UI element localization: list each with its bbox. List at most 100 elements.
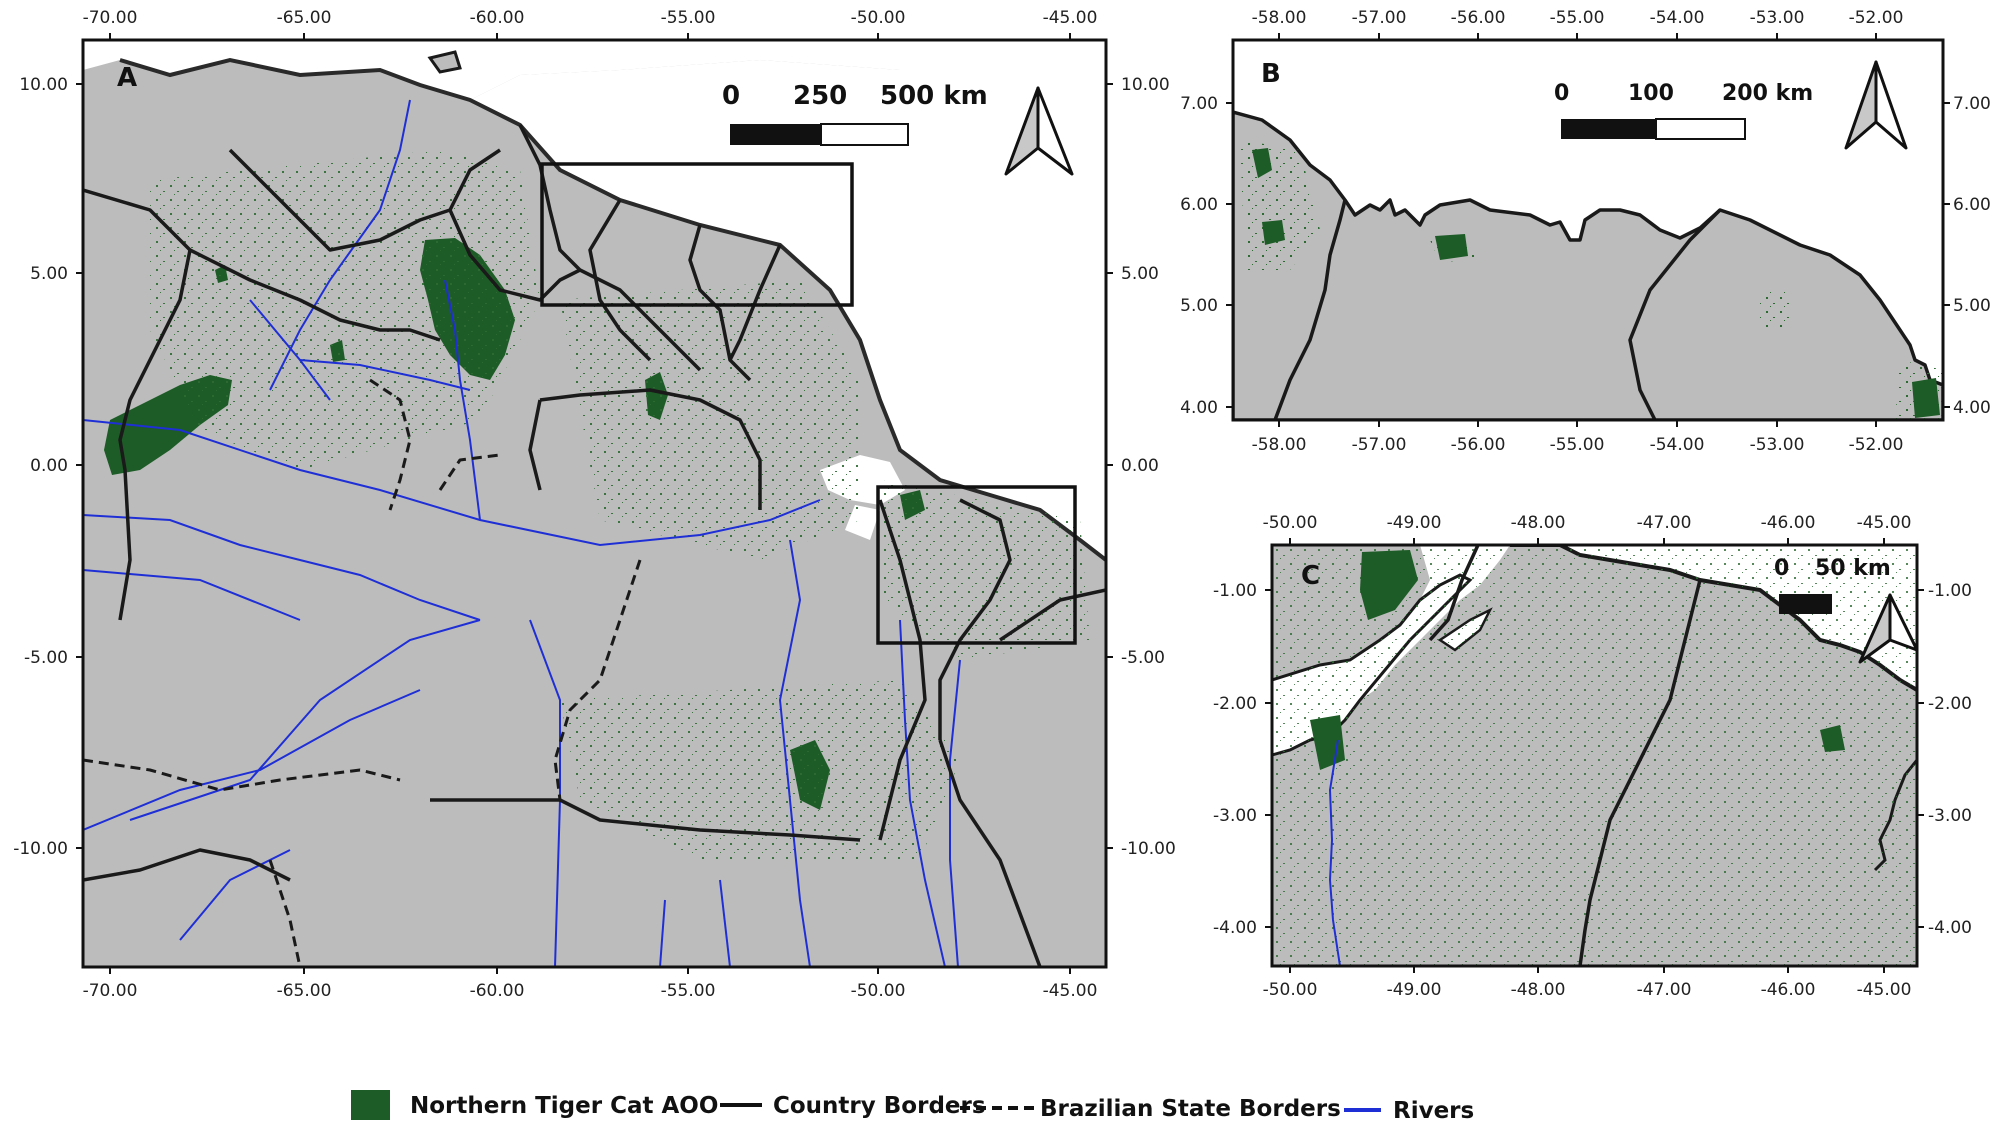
lon-tick-label: -46.00: [1761, 513, 1816, 533]
lat-tick-label: -4.00: [1928, 918, 1972, 938]
panel-c-bottom-lon-labels: -50.00 -49.00 -48.00 -47.00 -46.00 -45.0…: [1263, 980, 1912, 1000]
legend-item-rivers: Rivers: [1344, 1098, 1474, 1124]
panel-b-scale-bar: 0 100 200 km: [1554, 81, 1813, 140]
lat-tick-label: 0.00: [30, 456, 68, 476]
panel-a: A 0 250 500 km -70.00 -65.00 -60.00 -55.…: [13, 8, 1176, 1001]
panel-c-map: [1272, 545, 1917, 966]
panel-a-left-lat-labels: 10.00 5.00 0.00 -5.00 -10.00: [13, 75, 68, 859]
north-arrow-icon: [1004, 86, 1074, 176]
panel-b-letter: B: [1261, 59, 1281, 89]
lon-tick-label: -49.00: [1387, 513, 1442, 533]
panel-c-scale-bar: 0 50 km: [1774, 556, 1891, 614]
panel-b-top-lon-labels: -58.00 -57.00 -56.00 -55.00 -54.00 -53.0…: [1252, 8, 1904, 28]
panel-a-top-lon-labels: -70.00 -65.00 -60.00 -55.00 -50.00 -45.0…: [83, 8, 1098, 28]
scale-label: 0: [1774, 556, 1789, 581]
lon-tick-label: -55.00: [661, 8, 716, 28]
lat-tick-label: 7.00: [1180, 94, 1218, 114]
panel-c: C 0 50 km -50.00 -49.00 -48.00 -47.00 -4…: [1213, 513, 1972, 1000]
lon-tick-label: -45.00: [1857, 980, 1912, 1000]
panel-a-letter: A: [117, 63, 137, 93]
panel-a-bottom-lon-labels: -70.00 -65.00 -60.00 -55.00 -50.00 -45.0…: [83, 981, 1098, 1001]
panel-a-map: [83, 40, 1106, 967]
lon-tick-label: -65.00: [277, 8, 332, 28]
panel-b-right-lat-labels: 7.00 6.00 5.00 4.00: [1953, 94, 1991, 418]
lon-tick-label: -58.00: [1252, 8, 1307, 28]
lat-tick-label: 5.00: [1180, 296, 1218, 316]
lon-tick-label: -56.00: [1451, 435, 1506, 455]
lat-tick-label: 4.00: [1953, 398, 1991, 418]
aoo-swatch-icon: [351, 1090, 390, 1120]
legend-label: Rivers: [1393, 1098, 1474, 1124]
lon-tick-label: -48.00: [1511, 980, 1566, 1000]
panel-b-map: [1233, 40, 1943, 420]
lat-tick-label: 5.00: [30, 264, 68, 284]
panel-c-ticks: [1265, 538, 1924, 973]
panel-c-top-lon-labels: -50.00 -49.00 -48.00 -47.00 -46.00 -45.0…: [1263, 513, 1912, 533]
lon-tick-label: -50.00: [1263, 980, 1318, 1000]
legend-label: Country Borders: [773, 1093, 986, 1119]
lat-tick-label: -3.00: [1213, 806, 1257, 826]
panel-c-left-lat-labels: -1.00 -2.00 -3.00 -4.00: [1213, 581, 1257, 938]
scale-label: 50 km: [1815, 556, 1891, 581]
panel-c-frame: [1270, 543, 1919, 968]
lat-tick-label: -3.00: [1928, 806, 1972, 826]
lat-tick-label: -4.00: [1213, 918, 1257, 938]
lon-tick-label: -53.00: [1750, 8, 1805, 28]
lon-tick-label: -49.00: [1387, 980, 1442, 1000]
lon-tick-label: -54.00: [1650, 435, 1705, 455]
lon-tick-label: -60.00: [470, 8, 525, 28]
scale-label: 500 km: [880, 81, 988, 111]
lon-tick-label: -57.00: [1352, 435, 1407, 455]
lat-tick-label: 5.00: [1121, 264, 1159, 284]
scale-label: 0: [1554, 81, 1569, 106]
panel-c-right-lat-labels: -1.00 -2.00 -3.00 -4.00: [1928, 581, 1972, 938]
lon-tick-label: -52.00: [1849, 8, 1904, 28]
lon-tick-label: -55.00: [1550, 435, 1605, 455]
lat-tick-label: 4.00: [1180, 398, 1218, 418]
lat-tick-label: 10.00: [1121, 75, 1170, 95]
lat-tick-label: -1.00: [1213, 581, 1257, 601]
lon-tick-label: -55.00: [1550, 8, 1605, 28]
panel-a-scale-bar: 0 250 500 km: [722, 81, 988, 146]
lon-tick-label: -53.00: [1750, 435, 1805, 455]
scale-label: 100: [1628, 81, 1674, 106]
lat-tick-label: -2.00: [1928, 694, 1972, 714]
lon-tick-label: -50.00: [1263, 513, 1318, 533]
lat-tick-label: 5.00: [1953, 296, 1991, 316]
lon-tick-label: -54.00: [1650, 8, 1705, 28]
lon-tick-label: -58.00: [1252, 435, 1307, 455]
scale-label: 200 km: [1722, 81, 1813, 106]
panel-b-ticks: [1226, 33, 1950, 427]
north-arrow-icon: [1844, 60, 1908, 150]
lat-tick-label: 7.00: [1953, 94, 1991, 114]
lon-tick-label: -47.00: [1637, 513, 1692, 533]
legend-item-country-borders: Country Borders: [720, 1093, 986, 1119]
lat-tick-label: -1.00: [1928, 581, 1972, 601]
lon-tick-label: -60.00: [470, 981, 525, 1001]
lon-tick-label: -56.00: [1451, 8, 1506, 28]
legend-label: Brazilian State Borders: [1040, 1096, 1341, 1122]
panel-a-ticks: [76, 33, 1113, 974]
panel-b-frame: [1231, 38, 1945, 422]
legend-item-aoo: Northern Tiger Cat AOO: [351, 1090, 718, 1120]
lat-tick-label: -10.00: [13, 839, 68, 859]
legend: Northern Tiger Cat AOO Country Borders B…: [351, 1090, 1474, 1124]
lon-tick-label: -45.00: [1857, 513, 1912, 533]
lon-tick-label: -50.00: [851, 981, 906, 1001]
lon-tick-label: -57.00: [1352, 8, 1407, 28]
lat-tick-label: 0.00: [1121, 456, 1159, 476]
legend-label: Northern Tiger Cat AOO: [410, 1093, 718, 1119]
legend-item-state-borders: Brazilian State Borders: [960, 1096, 1341, 1122]
panel-a-frame: [81, 38, 1108, 969]
lon-tick-label: -46.00: [1761, 980, 1816, 1000]
lat-tick-label: 6.00: [1180, 195, 1218, 215]
lat-tick-label: -10.00: [1121, 839, 1176, 859]
lat-tick-label: 6.00: [1953, 195, 1991, 215]
lat-tick-label: -5.00: [24, 648, 68, 668]
lon-tick-label: -47.00: [1637, 980, 1692, 1000]
lat-tick-label: 10.00: [19, 75, 68, 95]
lon-tick-label: -45.00: [1043, 8, 1098, 28]
panel-c-letter: C: [1301, 561, 1320, 591]
scale-label: 250: [793, 81, 847, 111]
